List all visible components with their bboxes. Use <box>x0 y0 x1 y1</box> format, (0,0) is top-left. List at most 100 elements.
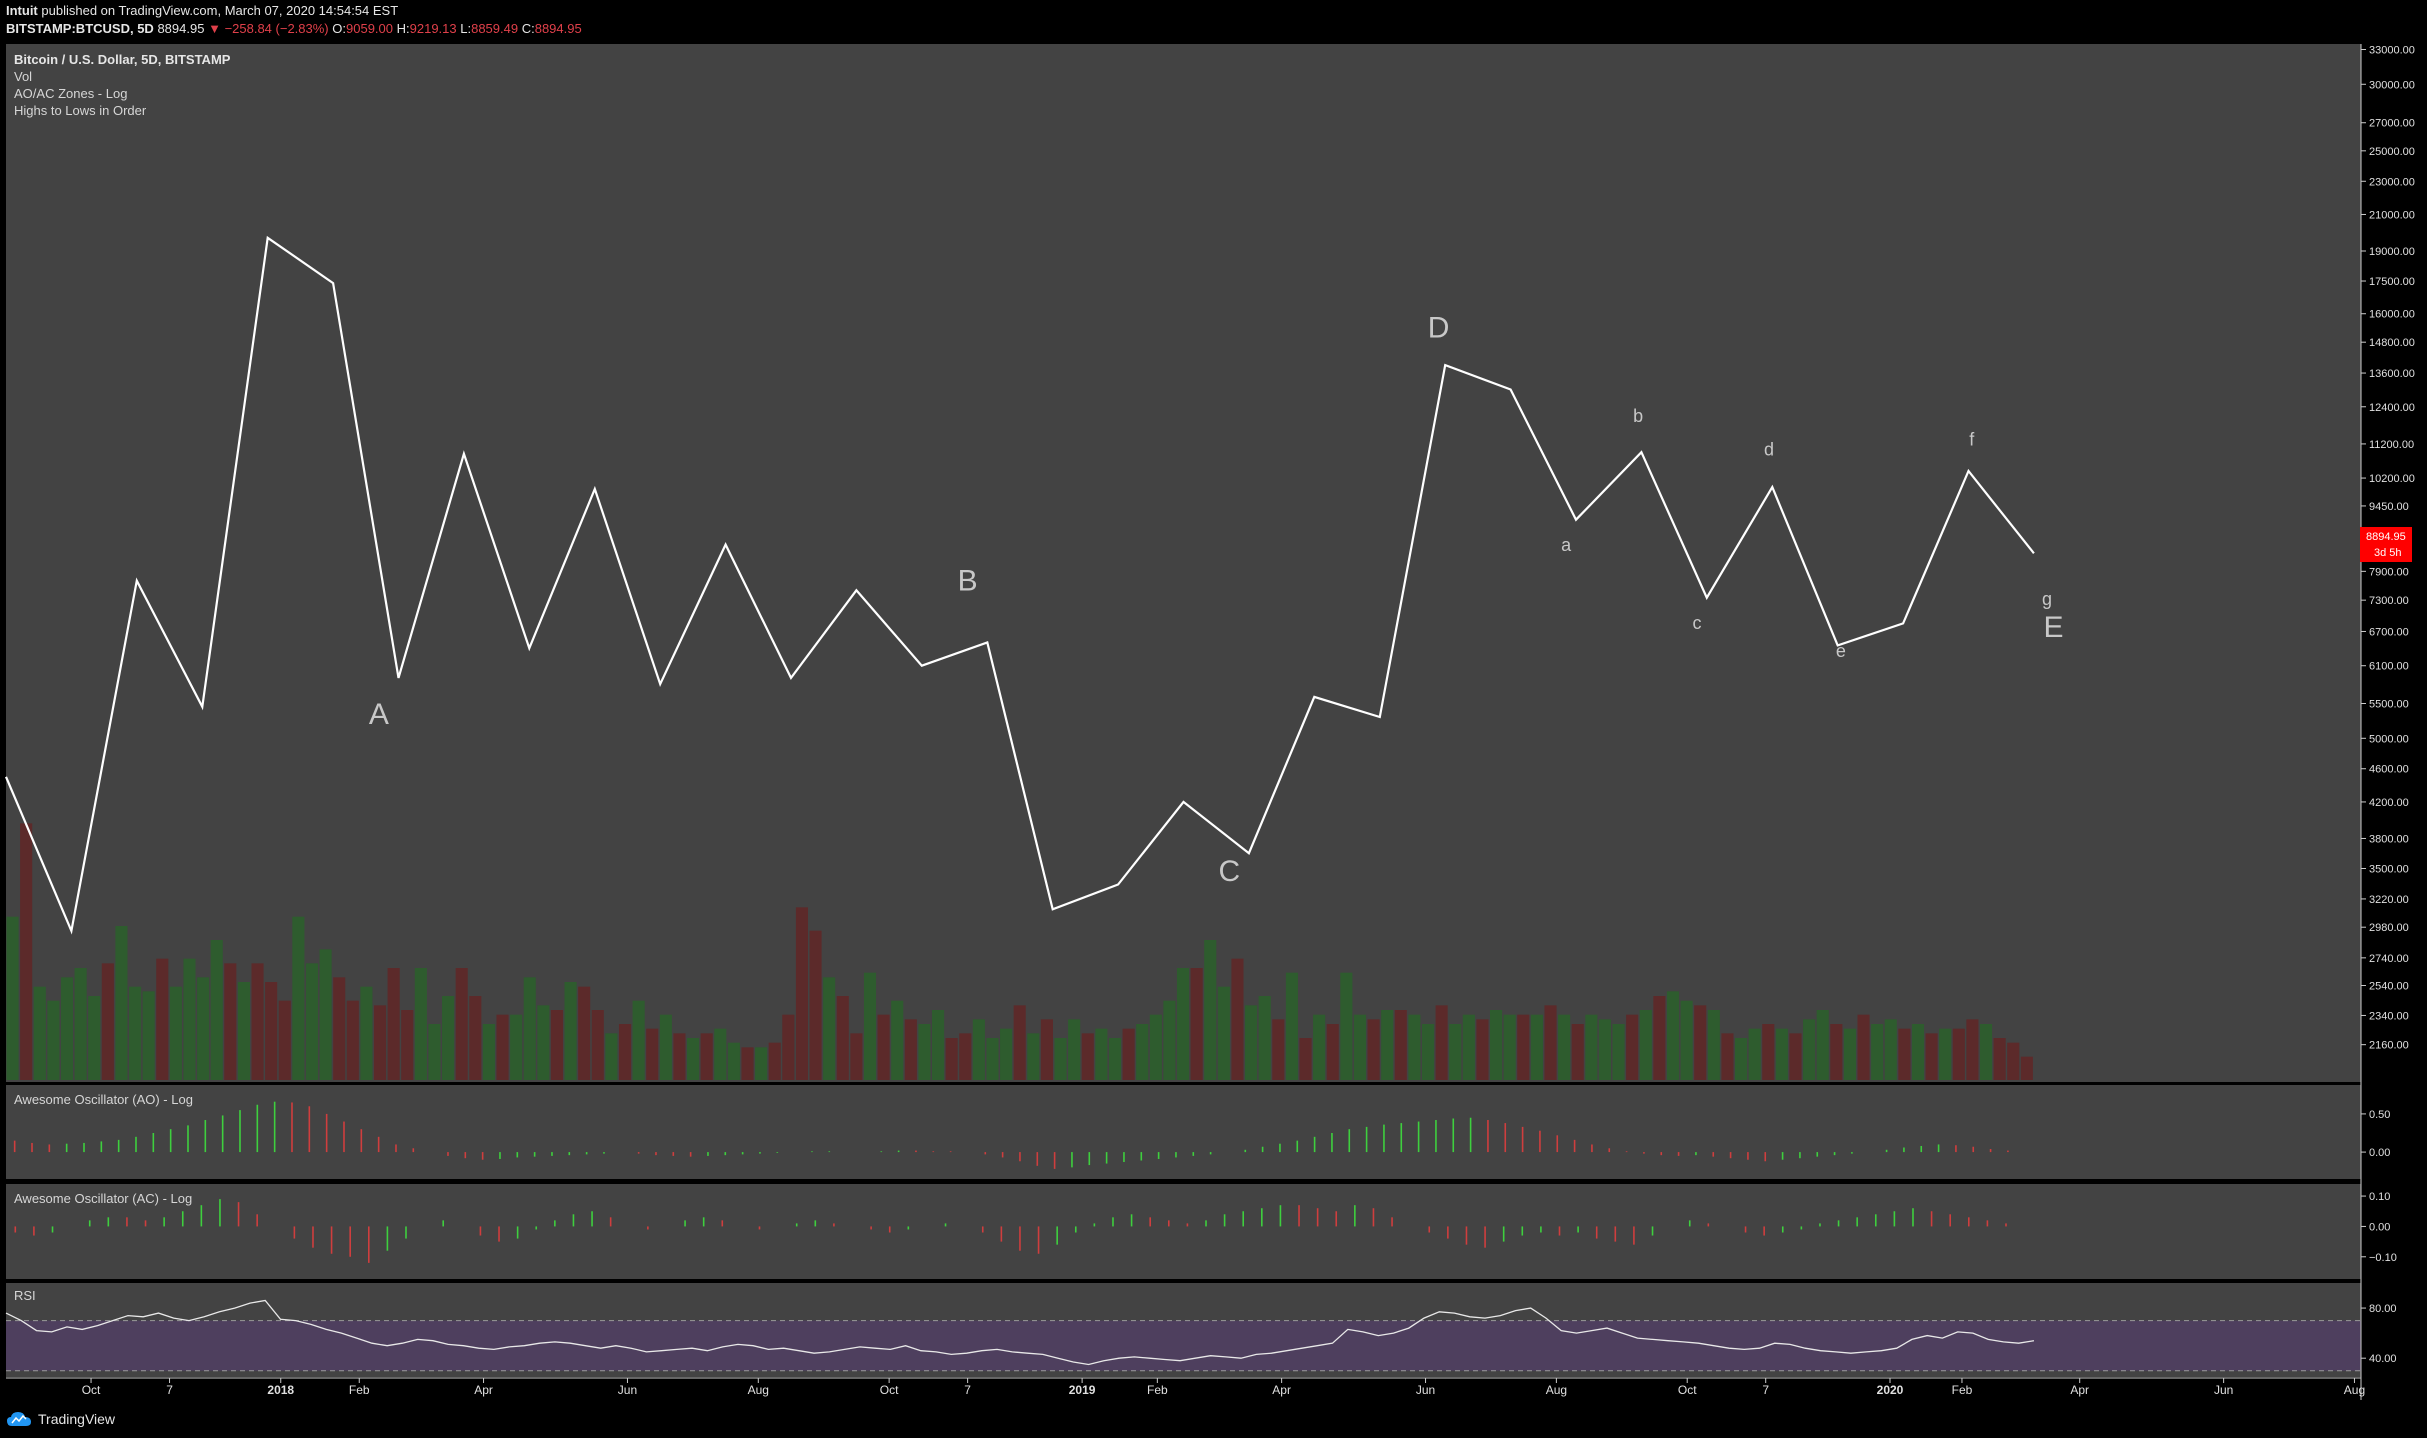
time-tick-label: Apr <box>2070 1383 2089 1397</box>
volume-bar <box>482 1024 495 1080</box>
published-text: published on TradingView.com, March 07, … <box>41 3 399 18</box>
price-tick-label: 2340.00 <box>2369 1010 2409 1022</box>
volume-bar <box>1911 1024 1925 1080</box>
volume-bar <box>373 1005 387 1080</box>
legend-title: Bitcoin / U.S. Dollar, 5D, BITSTAMP <box>14 52 231 67</box>
volume-bar <box>169 986 182 1080</box>
rsi-title: RSI <box>14 1288 36 1303</box>
volume-bar <box>768 1042 781 1080</box>
time-tick-label: 7 <box>964 1383 971 1397</box>
volume-bar <box>959 1033 972 1080</box>
volume-bar <box>1040 1019 1053 1080</box>
ao-tick-label: 0.50 <box>2369 1109 2390 1121</box>
volume-bar <box>251 963 264 1080</box>
tradingview-logo[interactable]: TradingView <box>6 1411 115 1427</box>
high-label: H: <box>396 21 410 36</box>
volume-bar <box>1122 1028 1135 1080</box>
price-tick-label: 5500.00 <box>2369 699 2409 711</box>
price-tick-label: 4200.00 <box>2369 797 2409 809</box>
volume-bar <box>1585 1014 1598 1080</box>
volume-bar <box>442 996 455 1080</box>
volume-bar <box>1054 1038 1067 1080</box>
volume-bar <box>47 1000 60 1080</box>
volume-bar <box>1340 972 1353 1080</box>
volume-bar <box>1476 1019 1489 1080</box>
price-tick-label: 9450.00 <box>2369 501 2409 513</box>
volume-bar <box>292 916 305 1080</box>
volume-bar <box>578 986 591 1080</box>
volume-bar <box>755 1047 768 1080</box>
volume-bar <box>1612 1024 1625 1080</box>
legend-zones: AO/AC Zones - Log <box>14 86 127 101</box>
ac-tick-label: −0.10 <box>2369 1252 2397 1264</box>
price-tick-label: 6700.00 <box>2369 626 2409 638</box>
volume-bar <box>1666 991 1680 1080</box>
volume-bar <box>673 1033 686 1080</box>
volume-bar <box>1108 1038 1122 1080</box>
wave-label-C: C <box>1218 855 1240 888</box>
volume-bar <box>564 982 577 1080</box>
footer-brand: TradingView <box>38 1411 116 1427</box>
volume-bar <box>1544 1005 1557 1080</box>
volume-bar <box>224 963 237 1080</box>
volume-bar <box>904 1019 917 1080</box>
volume-bar <box>428 1024 441 1080</box>
ac-histogram <box>14 1199 2007 1263</box>
ao-pane[interactable] <box>6 1085 2361 1179</box>
wave-label-D: D <box>1428 311 1450 344</box>
price-tick-label: 3800.00 <box>2369 833 2409 845</box>
volume-bar <box>1013 1005 1026 1080</box>
volume-bar <box>1775 1028 1788 1080</box>
volume-bar <box>1993 1038 2006 1080</box>
volume-bar <box>1490 1010 1503 1080</box>
volume-bar <box>183 958 196 1080</box>
wave-label-a: a <box>1561 535 1572 555</box>
author-name: Intuit <box>6 3 38 18</box>
main-pane[interactable] <box>6 44 2361 1082</box>
time-tick-label: 2019 <box>1069 1383 1096 1397</box>
volume-bar <box>1734 1038 1748 1080</box>
price-tick-label: 27000.00 <box>2369 118 2415 130</box>
volume-bar <box>1353 1014 1367 1080</box>
ac-pane[interactable] <box>6 1184 2361 1279</box>
price-badge-countdown: 3d 5h <box>2374 547 2402 559</box>
time-tick-label: Oct <box>880 1383 899 1397</box>
price-badge <box>2360 527 2412 562</box>
volume-bar <box>210 940 223 1080</box>
rsi-tick-label: 40.00 <box>2369 1353 2397 1365</box>
time-tick-label: Jun <box>2214 1383 2233 1397</box>
volume-bar <box>1626 1014 1639 1080</box>
price-tick-label: 10200.00 <box>2369 473 2415 485</box>
volume-bar <box>523 977 536 1080</box>
volume-bar <box>836 996 849 1080</box>
wave-labels: A B C D Ea b c d e f g <box>369 311 2064 888</box>
time-axis: Oct 7 2018 Feb Apr Jun Aug Oct 7 2019 Feb Apr Jun Aug… <box>82 1378 2365 1397</box>
volume-bar <box>945 1038 958 1080</box>
price-tick-label: 12400.00 <box>2369 402 2415 414</box>
time-tick-label: Oct <box>82 1383 101 1397</box>
price-tick-label: 7900.00 <box>2369 566 2409 578</box>
volume-bar <box>877 1014 890 1080</box>
volume-bar <box>1843 1028 1856 1080</box>
volume-bar <box>727 1042 740 1080</box>
time-tick-label: Jun <box>1416 1383 1435 1397</box>
price-tick-label: 16000.00 <box>2369 309 2415 321</box>
volume-bar <box>1313 1014 1326 1080</box>
volume-bar <box>319 949 332 1080</box>
volume-bar <box>700 1033 713 1080</box>
volume-bar <box>128 986 142 1080</box>
price-tick-label: 30000.00 <box>2369 79 2415 91</box>
volume-bar <box>88 996 101 1080</box>
price-tick-label: 2160.00 <box>2369 1040 2409 1052</box>
volume-bar <box>891 1000 904 1080</box>
cloud-logo-icon <box>7 1412 31 1426</box>
volume-bar <box>74 968 87 1080</box>
volume-bar <box>305 963 319 1080</box>
volume-bar <box>1068 1019 1081 1080</box>
volume-bar <box>632 1000 645 1080</box>
volume-bar <box>659 1014 672 1080</box>
volume-bar <box>510 1014 523 1080</box>
volume-bar <box>197 977 210 1080</box>
price-tick-label: 21000.00 <box>2369 209 2415 221</box>
